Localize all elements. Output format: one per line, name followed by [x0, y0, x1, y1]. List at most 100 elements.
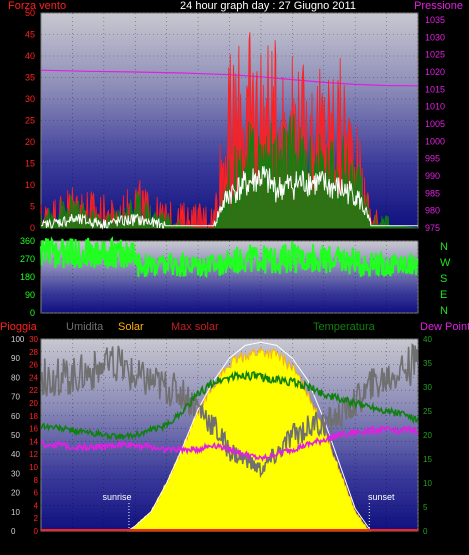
series-max-solar-line	[127, 341, 372, 532]
y-direction-tick-label: 270	[20, 254, 35, 264]
y-rain-tick-label: 20	[29, 399, 38, 408]
y-humidity-tick-label: 50	[11, 431, 20, 440]
y-left-tick-label: 0	[30, 223, 35, 233]
y-temperature-tick-label: 10	[423, 479, 432, 488]
x-tick-label: 04	[99, 230, 109, 240]
bottom-legend: Pioggia Umidita Solar Max solar Temperat…	[0, 321, 469, 333]
y-right-tick-label: 1025	[425, 50, 445, 60]
y-temperature-tick-label: 25	[423, 407, 432, 416]
x-tick-label: 22	[382, 538, 392, 548]
y-left-tick-label: 40	[25, 51, 35, 61]
y-right-tick-label: 975	[425, 223, 440, 233]
series-dew-point-line	[40, 424, 419, 462]
compass-label: N	[440, 305, 448, 317]
series-wind-direction-line	[40, 236, 419, 279]
series-temperature-line	[41, 369, 419, 441]
x-tick-label: 04	[99, 538, 109, 548]
y-rain-tick-label: 8	[34, 476, 39, 485]
y-direction-tick-label: 90	[25, 290, 35, 300]
y-left-tick-label: 15	[25, 159, 35, 169]
y-right-tick-label: 980	[425, 206, 440, 216]
y-temperature-tick-label: 0	[423, 527, 428, 536]
x-tick-label: 12	[224, 538, 234, 548]
legend-dew-point: Dew Point	[420, 321, 469, 333]
y-right-tick-label: 1020	[425, 67, 445, 77]
x-tick-label: 14	[256, 538, 266, 548]
y-temperature-tick-label: 35	[423, 359, 432, 368]
y-right-tick-label: 1030	[425, 32, 445, 42]
y-right-tick-label: 1005	[425, 119, 445, 129]
legend-umidita: Umidita	[66, 321, 104, 333]
x-tick-label: 10	[193, 538, 203, 548]
y-rain-tick-label: 28	[29, 348, 38, 357]
y-rain-tick-label: 16	[29, 425, 38, 434]
y-rain-tick-label: 2	[34, 514, 39, 523]
y-humidity-tick-label: 70	[11, 393, 20, 402]
y-direction-tick-label: 0	[30, 308, 35, 318]
x-tick-label: 18	[319, 230, 329, 240]
y-temperature-tick-label: 20	[423, 431, 432, 440]
y-humidity-tick-label: 30	[11, 469, 20, 478]
y-rain-tick-label: 10	[29, 463, 38, 472]
y-right-tick-label: 985	[425, 188, 440, 198]
y-humidity-tick-label: 40	[11, 450, 20, 459]
y-rain-tick-label: 4	[34, 501, 39, 510]
x-tick-label: 14	[256, 230, 266, 240]
x-tick-label: 08	[162, 538, 172, 548]
chart-title: 24 hour graph day : 27 Giugno 2011	[180, 0, 356, 12]
compass-label: W	[440, 257, 451, 269]
x-tick-label: 02	[67, 230, 77, 240]
y-rain-tick-label: 18	[29, 412, 38, 421]
x-tick-label: 02	[67, 538, 77, 548]
y-temperature-tick-label: 5	[423, 503, 428, 512]
y-right-tick-label: 1035	[425, 15, 445, 25]
y-left-tick-label: 25	[25, 116, 35, 126]
y-rain-tick-label: 26	[29, 361, 38, 370]
x-tick-label: 00	[413, 538, 423, 548]
y-right-tick-label: 1000	[425, 136, 445, 146]
y-right-tick-label: 1010	[425, 102, 445, 112]
y-left-tick-label: 45	[25, 30, 35, 40]
y-humidity-tick-label: 0	[11, 527, 16, 536]
y-temperature-tick-label: 40	[423, 335, 432, 344]
x-tick-label: 16	[287, 230, 297, 240]
y-humidity-tick-label: 60	[11, 412, 20, 421]
x-tick-label: 08	[162, 230, 172, 240]
solar-temperature-series: sunrise sunset	[40, 341, 419, 532]
y-left-tick-label: 35	[25, 73, 35, 83]
x-tick-label: 16	[287, 538, 297, 548]
y-humidity-tick-label: 80	[11, 373, 20, 382]
pressure-axis-title: Pressione	[414, 0, 463, 12]
y-direction-tick-label: 180	[20, 272, 35, 282]
y-rain-tick-label: 24	[29, 373, 38, 382]
x-tick-label: 06	[130, 538, 140, 548]
legend-pioggia: Pioggia	[0, 321, 38, 333]
y-temperature-tick-label: 30	[423, 383, 432, 392]
y-rain-tick-label: 30	[29, 335, 38, 344]
wind-pressure-series	[40, 32, 419, 230]
y-right-tick-label: 995	[425, 154, 440, 164]
y-left-tick-label: 10	[25, 180, 35, 190]
y-rain-tick-label: 0	[34, 527, 39, 536]
legend-solar: Solar	[118, 321, 144, 333]
compass-label: E	[440, 289, 447, 301]
compass-labels: N W S E N	[440, 241, 451, 317]
x-tick-label: 00	[413, 230, 423, 240]
legend-max-solar: Max solar	[171, 321, 219, 333]
x-tick-label: 18	[319, 538, 329, 548]
x-tick-label: 06	[130, 230, 140, 240]
y-humidity-tick-label: 10	[11, 508, 20, 517]
y-left-tick-label: 20	[25, 137, 35, 147]
y-humidity-tick-label: 90	[11, 354, 20, 363]
x-tick-label: sunrise	[116, 539, 142, 548]
y-temperature-tick-label: 15	[423, 455, 432, 464]
annotation-sunrise: sunrise	[102, 492, 131, 502]
y-humidity-tick-label: 100	[11, 335, 25, 344]
y-rain-tick-label: 22	[29, 386, 38, 395]
y-right-tick-label: 990	[425, 171, 440, 181]
y-left-tick-label: 5	[30, 202, 35, 212]
x-tick-label: 10	[193, 230, 203, 240]
axis-tick-labels: 0510152025303540455097598098599099510001…	[11, 8, 445, 548]
